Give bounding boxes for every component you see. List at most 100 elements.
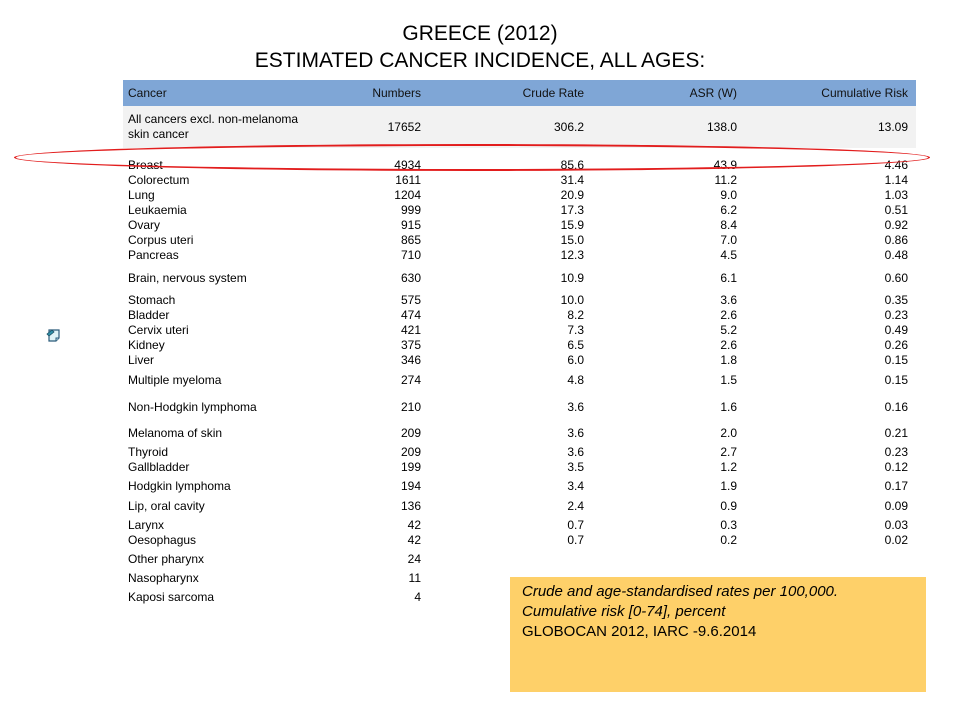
table-cell: 43.9 <box>713 158 737 172</box>
table-cell: 8.4 <box>720 218 737 232</box>
table-row: Other pharynx 24 <box>123 552 916 567</box>
table-cell: 0.03 <box>884 518 908 532</box>
table-cell: 6.5 <box>567 338 584 352</box>
table-row: Brain, nervous system 630 10.9 6.1 0.60 <box>123 270 916 286</box>
table-cell: 0.92 <box>884 218 908 232</box>
table-row: Multiple myeloma 274 4.8 1.5 0.15 <box>123 373 916 388</box>
table-cell: 6.0 <box>567 353 584 367</box>
table-cell: 3.6 <box>567 445 584 459</box>
table-row: Cervix uteri 421 7.3 5.2 0.49 <box>123 323 916 338</box>
table-cell: 4934 <box>394 158 421 172</box>
table-cell: Other pharynx <box>128 552 205 566</box>
table-row: Gallbladder 199 3.5 1.2 0.12 <box>123 460 916 475</box>
table-cell: Bladder <box>128 308 170 322</box>
table-cell: 0.26 <box>884 338 908 352</box>
table-cell: 13.09 <box>877 119 908 134</box>
table-cell: Pancreas <box>128 248 179 262</box>
table-row: Stomach 575 10.0 3.6 0.35 <box>123 293 916 308</box>
table-cell: 1.2 <box>720 460 737 474</box>
table-cell: 2.4 <box>567 498 584 513</box>
note-icon <box>46 329 60 342</box>
note-cumulative: Cumulative risk [0-74], percent <box>522 603 726 620</box>
table-cell: 3.6 <box>567 426 584 440</box>
table-cell: 15.9 <box>560 218 584 232</box>
table-cell: 10.0 <box>560 293 584 307</box>
table-cell: 24 <box>407 552 421 566</box>
table-cell: 0.09 <box>884 498 908 513</box>
table-cell: 1.9 <box>720 479 737 493</box>
table-header-row: Cancer Numbers Crude Rate ASR (W) Cumula… <box>123 80 916 106</box>
table-cell: Nasopharynx <box>128 571 199 585</box>
table-cell: 210 <box>400 399 421 414</box>
table-cell: Cervix uteri <box>128 323 189 337</box>
table-cell: 8.2 <box>567 308 584 322</box>
table-cell: 17652 <box>387 119 421 134</box>
table-cell: 0.2 <box>720 533 737 547</box>
table-cell: Kidney <box>128 338 165 352</box>
slide-subtitle: ESTIMATED CANCER INCIDENCE, ALL AGES: <box>254 49 706 72</box>
table-row: Thyroid 209 3.6 2.7 0.23 <box>123 445 916 460</box>
table-cell: 0.17 <box>884 479 908 493</box>
table-cell: Brain, nervous system <box>128 270 247 285</box>
table-cell: 710 <box>400 248 421 262</box>
table-cell: 0.23 <box>884 308 908 322</box>
table-row: Kidney 375 6.5 2.6 0.26 <box>123 338 916 353</box>
table-cell: 0.35 <box>884 293 908 307</box>
table-cell: 0.16 <box>884 399 908 414</box>
table-cell: 0.7 <box>567 518 584 532</box>
table-cell: 0.7 <box>567 533 584 547</box>
table-cell: 474 <box>400 308 421 322</box>
table-cell: 915 <box>400 218 421 232</box>
row-spacer <box>123 263 916 270</box>
table-cell: Breast <box>128 158 163 172</box>
table-cell: 0.49 <box>884 323 908 337</box>
table-cell: 2.7 <box>720 445 737 459</box>
table-cell: Lung <box>128 188 155 202</box>
table-cell: 12.3 <box>560 248 584 262</box>
header-asr: ASR (W) <box>689 86 737 100</box>
table-cell: 3.6 <box>720 293 737 307</box>
table-cell: 306.2 <box>553 119 584 134</box>
table-cell <box>745 552 916 567</box>
table-cell: 630 <box>400 270 421 285</box>
table-cell: 1.6 <box>720 399 737 414</box>
table-cell: Liver <box>128 353 155 367</box>
table-cell: All cancers excl. non-melanoma skin canc… <box>128 112 299 141</box>
table-cell: 6.2 <box>720 203 737 217</box>
table-cell: 11 <box>408 571 421 585</box>
table-cell: Multiple myeloma <box>128 373 222 387</box>
table-cell: 575 <box>400 293 421 307</box>
table-cell: 9.0 <box>720 188 737 202</box>
table-cell: 7.0 <box>720 233 737 247</box>
table-row-all-cancers: All cancers excl. non-melanoma skin canc… <box>123 106 916 148</box>
table-row: Breast 4934 85.6 43.9 4.46 <box>123 158 916 173</box>
table-cell: Melanoma of skin <box>128 426 223 440</box>
table-cell: 7.3 <box>567 323 584 337</box>
table-cell: 4 <box>414 590 421 604</box>
table-cell: 0.48 <box>884 248 908 262</box>
note-source: GLOBOCAN 2012, IARC -9.6.2014 <box>522 623 757 640</box>
table-cell: 999 <box>400 203 421 217</box>
table-cell: 346 <box>400 353 421 367</box>
table-cell: Gallbladder <box>128 460 190 474</box>
table-cell: 194 <box>400 479 421 493</box>
table-row: Hodgkin lymphoma 194 3.4 1.9 0.17 <box>123 479 916 494</box>
header-cancer: Cancer <box>128 86 167 100</box>
table-cell: 136 <box>400 498 421 513</box>
table-cell: 209 <box>400 445 421 459</box>
table-cell: Hodgkin lymphoma <box>128 479 231 493</box>
table-cell: 0.21 <box>884 426 908 440</box>
table-row: Larynx 42 0.7 0.3 0.03 <box>123 518 916 533</box>
table-row: Corpus uteri 865 15.0 7.0 0.86 <box>123 233 916 248</box>
table-row: Oesophagus 42 0.7 0.2 0.02 <box>123 533 916 548</box>
table-cell: Corpus uteri <box>128 233 194 247</box>
table-cell: 0.9 <box>720 498 737 513</box>
table-cell: 865 <box>400 233 421 247</box>
table-cell: 0.12 <box>884 460 908 474</box>
table-cell: Non-Hodgkin lymphoma <box>128 399 257 414</box>
table-cell: Thyroid <box>128 445 169 459</box>
table-cell: 20.9 <box>560 188 584 202</box>
table-cell <box>429 552 592 567</box>
table-cell: 2.0 <box>720 426 737 440</box>
table-cell: Ovary <box>128 218 161 232</box>
